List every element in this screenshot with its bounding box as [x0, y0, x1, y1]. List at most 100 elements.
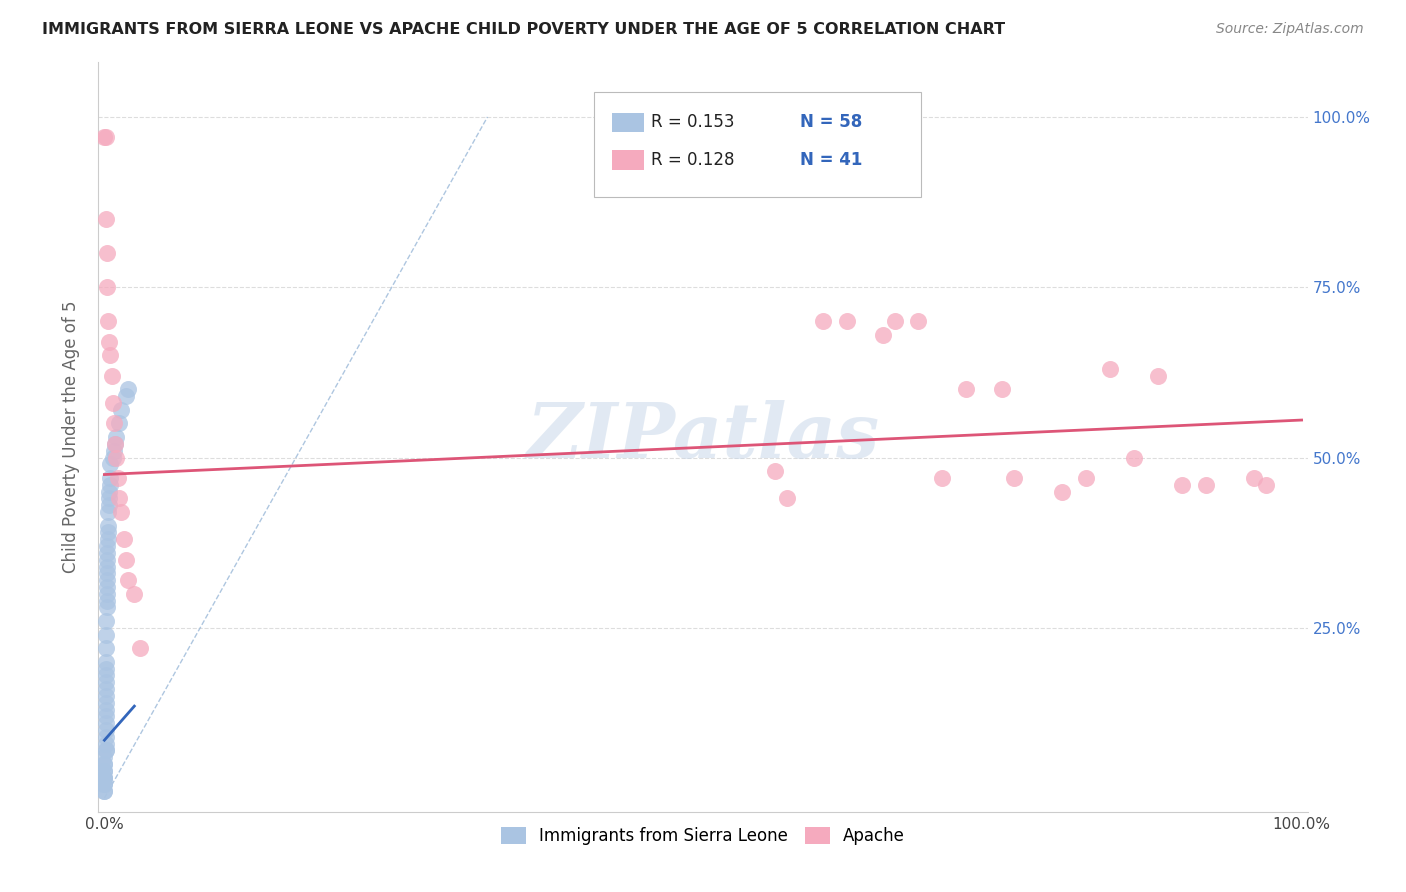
Point	[100, 477, 122, 491]
Point	[115, 389, 138, 403]
Point	[94, 662, 117, 676]
Point	[129, 641, 152, 656]
Point	[1050, 484, 1073, 499]
Point	[100, 348, 122, 362]
Point	[104, 437, 127, 451]
Point	[1147, 368, 1170, 383]
Point	[94, 212, 117, 227]
Point	[94, 716, 117, 731]
Point	[1171, 477, 1194, 491]
Point	[94, 627, 117, 641]
Point	[96, 246, 118, 260]
Point	[110, 402, 132, 417]
Point	[98, 484, 121, 499]
Point	[107, 417, 129, 431]
Point	[96, 593, 118, 607]
Point	[94, 675, 117, 690]
Point	[94, 614, 117, 628]
Text: R = 0.128: R = 0.128	[651, 151, 734, 169]
Point	[96, 600, 118, 615]
Point	[124, 587, 146, 601]
Point	[94, 689, 117, 703]
Point	[1002, 471, 1025, 485]
Point	[94, 696, 117, 710]
Point	[96, 587, 118, 601]
Point	[94, 743, 117, 757]
Point	[100, 458, 122, 472]
FancyBboxPatch shape	[613, 150, 644, 169]
Point	[93, 757, 115, 772]
Point	[112, 533, 135, 547]
Point	[1123, 450, 1146, 465]
Point	[94, 730, 117, 744]
Point	[811, 314, 834, 328]
Point	[1195, 477, 1218, 491]
Point	[97, 518, 120, 533]
Point	[93, 777, 115, 791]
Point	[763, 464, 786, 478]
Point	[96, 559, 118, 574]
Point	[96, 573, 118, 587]
Point	[1243, 471, 1265, 485]
Point	[93, 777, 115, 791]
Text: ZIPatlas: ZIPatlas	[526, 401, 880, 474]
Point	[107, 491, 129, 506]
Point	[94, 743, 117, 757]
Point	[96, 552, 118, 566]
Point	[94, 702, 117, 716]
Point	[883, 314, 905, 328]
Point	[107, 471, 129, 485]
Point	[115, 552, 138, 566]
Text: N = 41: N = 41	[800, 151, 862, 169]
Point	[93, 130, 115, 145]
Point	[98, 334, 121, 349]
Point	[94, 737, 117, 751]
Point	[93, 771, 115, 785]
Point	[96, 539, 118, 553]
Point	[94, 723, 117, 737]
Point	[991, 383, 1014, 397]
Point	[94, 709, 117, 723]
Point	[105, 450, 128, 465]
Point	[776, 491, 799, 506]
Point	[907, 314, 929, 328]
Point	[96, 280, 118, 294]
Point	[101, 450, 124, 465]
Point	[110, 505, 132, 519]
Point	[104, 437, 127, 451]
Point	[100, 471, 122, 485]
Point	[93, 784, 115, 798]
Point	[94, 130, 117, 145]
Point	[1099, 362, 1122, 376]
Point	[117, 573, 139, 587]
Point	[103, 417, 125, 431]
Point	[931, 471, 953, 485]
Point	[93, 764, 115, 778]
Point	[103, 443, 125, 458]
Point	[97, 525, 120, 540]
Point	[97, 505, 120, 519]
Point	[97, 533, 120, 547]
Text: IMMIGRANTS FROM SIERRA LEONE VS APACHE CHILD POVERTY UNDER THE AGE OF 5 CORRELAT: IMMIGRANTS FROM SIERRA LEONE VS APACHE C…	[42, 22, 1005, 37]
FancyBboxPatch shape	[613, 112, 644, 132]
Point	[93, 784, 115, 798]
Point	[100, 368, 122, 383]
Point	[835, 314, 858, 328]
Point	[94, 655, 117, 669]
FancyBboxPatch shape	[595, 93, 921, 197]
Text: R = 0.153: R = 0.153	[651, 113, 734, 131]
Text: N = 58: N = 58	[800, 113, 862, 131]
Point	[93, 757, 115, 772]
Point	[94, 682, 117, 697]
Text: Source: ZipAtlas.com: Source: ZipAtlas.com	[1216, 22, 1364, 37]
Point	[93, 771, 115, 785]
Point	[101, 396, 124, 410]
Y-axis label: Child Poverty Under the Age of 5: Child Poverty Under the Age of 5	[62, 301, 80, 574]
Legend: Immigrants from Sierra Leone, Apache: Immigrants from Sierra Leone, Apache	[495, 821, 911, 852]
Point	[1254, 477, 1277, 491]
Point	[94, 668, 117, 682]
Point	[955, 383, 977, 397]
Point	[96, 566, 118, 581]
Point	[94, 641, 117, 656]
Point	[93, 764, 115, 778]
